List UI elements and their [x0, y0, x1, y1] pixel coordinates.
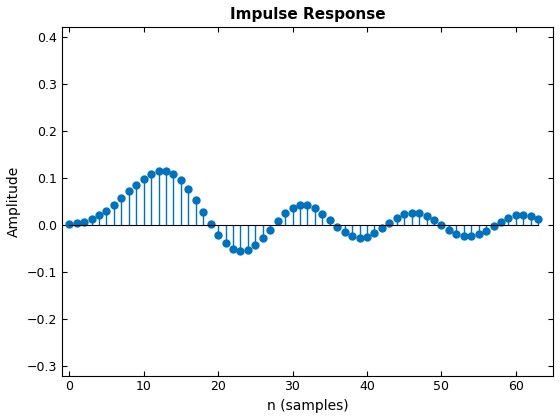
Y-axis label: Amplitude: Amplitude [7, 166, 21, 237]
X-axis label: n (samples): n (samples) [267, 399, 348, 413]
Title: Impulse Response: Impulse Response [230, 7, 385, 22]
